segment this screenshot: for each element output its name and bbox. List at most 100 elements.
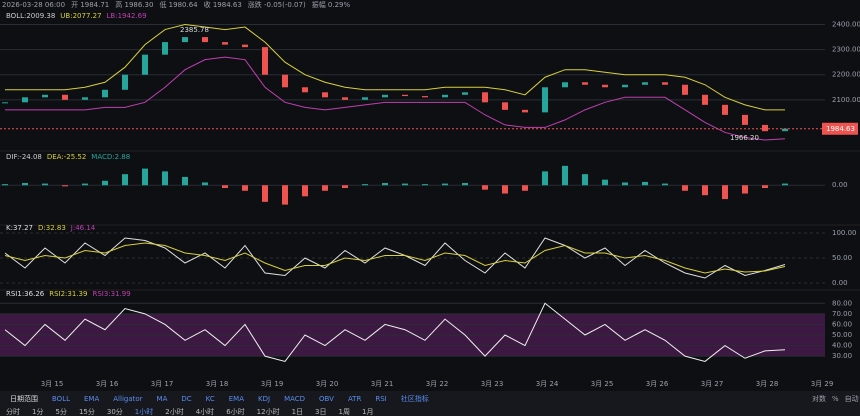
macd-bar [222, 185, 228, 188]
y-tick-label: 2400.00 [832, 21, 860, 29]
y-tick-label: 30.00 [832, 352, 852, 360]
toolbar-item[interactable]: OBV [319, 395, 334, 403]
indicator-legend: UB:2077.27 [60, 12, 101, 20]
indicator-legend: K:37.27 [6, 224, 33, 232]
toolbar-item[interactable]: DC [181, 395, 191, 403]
macd-bar [382, 183, 388, 186]
y-tick-label: 2100.00 [832, 96, 860, 104]
candle [502, 102, 508, 110]
timeframe[interactable]: 12小时 [257, 407, 280, 416]
candle [82, 97, 88, 100]
macd-bar [522, 185, 528, 191]
x-tick-label: 3月 20 [316, 380, 339, 388]
indicator-legend: J:46.14 [70, 224, 96, 232]
toolbar-item[interactable]: Alligator [113, 395, 142, 403]
candle [22, 97, 28, 103]
candle [562, 82, 568, 88]
candle [62, 94, 68, 100]
macd-bar [622, 182, 628, 186]
y-tick-label: 0.00 [832, 279, 848, 287]
timeframe[interactable]: 6小时 [226, 407, 244, 416]
timeframe[interactable]: 4小时 [196, 407, 214, 416]
last-price: 1984.63 [826, 125, 855, 133]
timeframe[interactable]: 5分 [55, 407, 66, 416]
macd-bar [82, 183, 88, 186]
x-tick-label: 3月 17 [151, 380, 174, 388]
d-line [4, 242, 786, 274]
toolbar-item[interactable]: ATR [348, 395, 362, 403]
toolbar-item[interactable]: MACD [284, 395, 305, 403]
boll-upper [5, 24, 785, 111]
macd-bar [502, 185, 508, 194]
macd-bar [462, 183, 468, 186]
toolbar-item[interactable]: EMA [84, 395, 99, 403]
indicator-legend: MACD:2.88 [91, 153, 130, 161]
macd-bar [402, 183, 408, 186]
x-tick-label: 3月 19 [261, 380, 284, 388]
toolbar-option[interactable]: 自动 [845, 394, 859, 403]
timeframe[interactable]: 3日 [315, 408, 326, 416]
toolbar-item[interactable]: KC [206, 395, 215, 403]
candle [482, 92, 488, 103]
toolbar-item[interactable]: BOLL [52, 395, 70, 403]
candle [182, 37, 188, 43]
macd-bar [62, 185, 68, 187]
x-tick-label: 3月 26 [646, 380, 669, 388]
y-tick-label: 80.00 [832, 299, 852, 307]
toolbar-item[interactable]: EMA [229, 395, 244, 403]
header-info: 高 1986.30 [115, 0, 153, 9]
candle [702, 94, 708, 105]
toolbar-item[interactable]: 社区指标 [401, 394, 429, 403]
y-tick-label: 50.00 [832, 254, 852, 262]
macd-bar [42, 183, 48, 186]
header-info: 收 1984.63 [204, 0, 242, 9]
timeframe[interactable]: 1分 [32, 407, 43, 416]
timeframe[interactable]: 2小时 [165, 407, 183, 416]
candle [42, 94, 48, 98]
candle [2, 102, 8, 104]
macd-bar [162, 171, 168, 186]
timeframe[interactable]: 1月 [362, 408, 373, 416]
candle [322, 92, 328, 98]
macd-bar [582, 174, 588, 186]
candle [122, 74, 128, 90]
x-tick-label: 3月 28 [756, 380, 779, 388]
x-tick-label: 3月 27 [701, 380, 724, 388]
toolbar-item[interactable]: 日期范围 [10, 394, 38, 403]
y-tick-label: 0.00 [832, 181, 848, 189]
timeframe[interactable]: 1日 [292, 408, 303, 416]
toolbar-item[interactable]: RSI [375, 395, 386, 403]
x-tick-label: 3月 29 [811, 380, 834, 388]
timeframe[interactable]: 15分 [79, 407, 95, 416]
candle [242, 44, 248, 48]
macd-bar [782, 183, 788, 186]
timeframe[interactable]: 1周 [339, 408, 350, 416]
last-price-tag [822, 122, 858, 135]
macd-bar [422, 184, 428, 186]
candle [402, 94, 408, 97]
macd-bar [142, 168, 148, 186]
timeframe[interactable]: 1小时 [135, 407, 153, 416]
candle [302, 87, 308, 93]
macd-bar [182, 176, 188, 186]
toolbar-option[interactable]: 对数 [812, 394, 826, 403]
y-tick-label: 100.00 [832, 229, 857, 237]
y-tick-label: 40.00 [832, 342, 852, 350]
candle [222, 42, 228, 45]
timeframe[interactable]: 分时 [6, 407, 20, 416]
macd-bar [642, 181, 648, 186]
macd-bar [602, 179, 608, 186]
toolbar-item[interactable]: MA [157, 395, 168, 403]
macd-bar [442, 183, 448, 186]
header-info: 低 1980.64 [159, 0, 198, 9]
toolbar-option[interactable]: % [832, 395, 839, 403]
indicator-legend: RSI3:31.99 [92, 290, 130, 298]
toolbar-item[interactable]: KDJ [258, 395, 270, 403]
macd-bar [742, 185, 748, 194]
macd-bar [362, 184, 368, 186]
y-tick-label: 70.00 [832, 310, 852, 318]
macd-bar [662, 183, 668, 186]
timeframe[interactable]: 30分 [107, 407, 123, 416]
y-tick-label: 2200.00 [832, 71, 860, 79]
candle [602, 84, 608, 88]
